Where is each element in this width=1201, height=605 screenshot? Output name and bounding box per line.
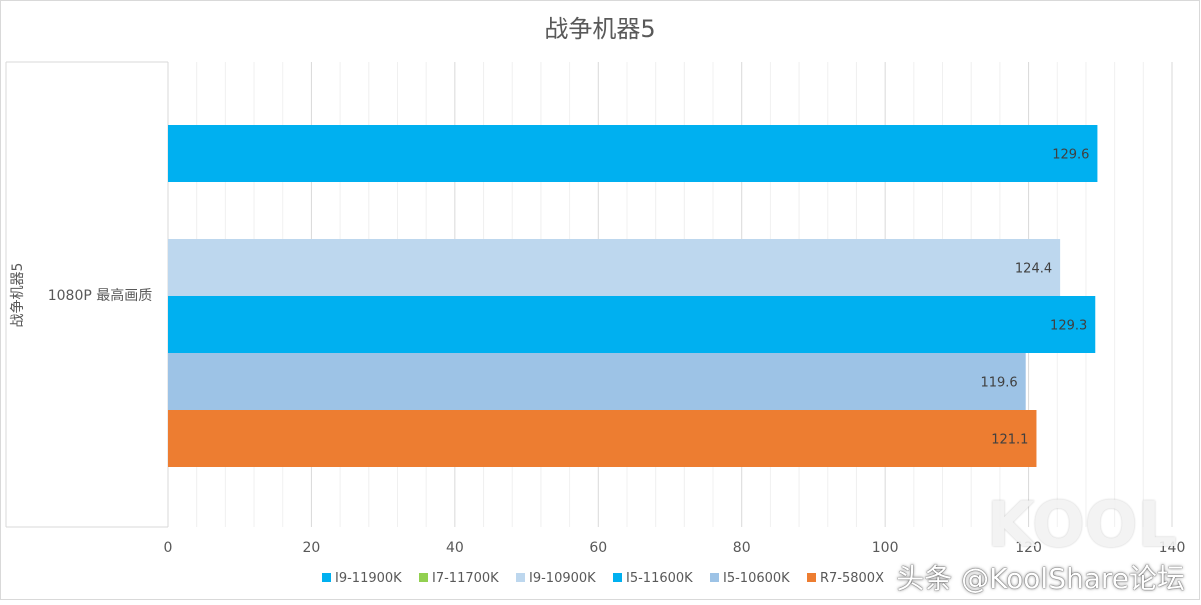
x-tick-label: 140	[1159, 540, 1186, 556]
legend-entry: R7-5800X	[820, 571, 884, 586]
legend-swatch	[419, 573, 428, 582]
group-axis-label: 战争机器5	[10, 263, 26, 328]
legend-swatch	[516, 573, 525, 582]
category-label: 1080P 最高画质	[48, 287, 153, 304]
legend-entry: I7-11700K	[432, 571, 499, 586]
legend-entry: I9-10900K	[529, 571, 596, 586]
legend-entry: I5-10600K	[723, 571, 790, 586]
legend-swatch	[322, 573, 331, 582]
bar-i5-10600k	[168, 353, 1026, 410]
bar-i9-10900k	[168, 239, 1061, 296]
legend-swatch	[613, 573, 622, 582]
x-tick-label: 20	[303, 540, 321, 556]
legend-entry: I9-11900K	[335, 571, 402, 586]
x-tick-label: 120	[1015, 540, 1042, 556]
bar-r7-5800x	[168, 410, 1037, 467]
x-tick-label: 60	[589, 540, 607, 556]
watermark-text: 头条 @KoolShare论坛	[896, 562, 1185, 595]
legend-entry: I5-11600K	[626, 571, 693, 586]
x-tick-label: 40	[446, 540, 464, 556]
data-label: 124.4	[1015, 262, 1052, 277]
bar-i5-11600k	[168, 296, 1096, 353]
x-tick-label: 0	[164, 540, 173, 556]
data-label: 129.3	[1050, 319, 1087, 334]
bar-i9-11900k	[168, 125, 1098, 182]
legend-swatch	[807, 573, 816, 582]
x-tick-label: 100	[872, 540, 899, 556]
data-label: 119.6	[980, 376, 1017, 391]
x-tick-label: 80	[733, 540, 751, 556]
legend-swatch	[710, 573, 719, 582]
data-label: 129.6	[1052, 148, 1089, 163]
data-label: 121.1	[991, 433, 1028, 448]
chart-title: 战争机器5	[544, 15, 655, 43]
watermark-logo: KOOL	[986, 488, 1177, 561]
